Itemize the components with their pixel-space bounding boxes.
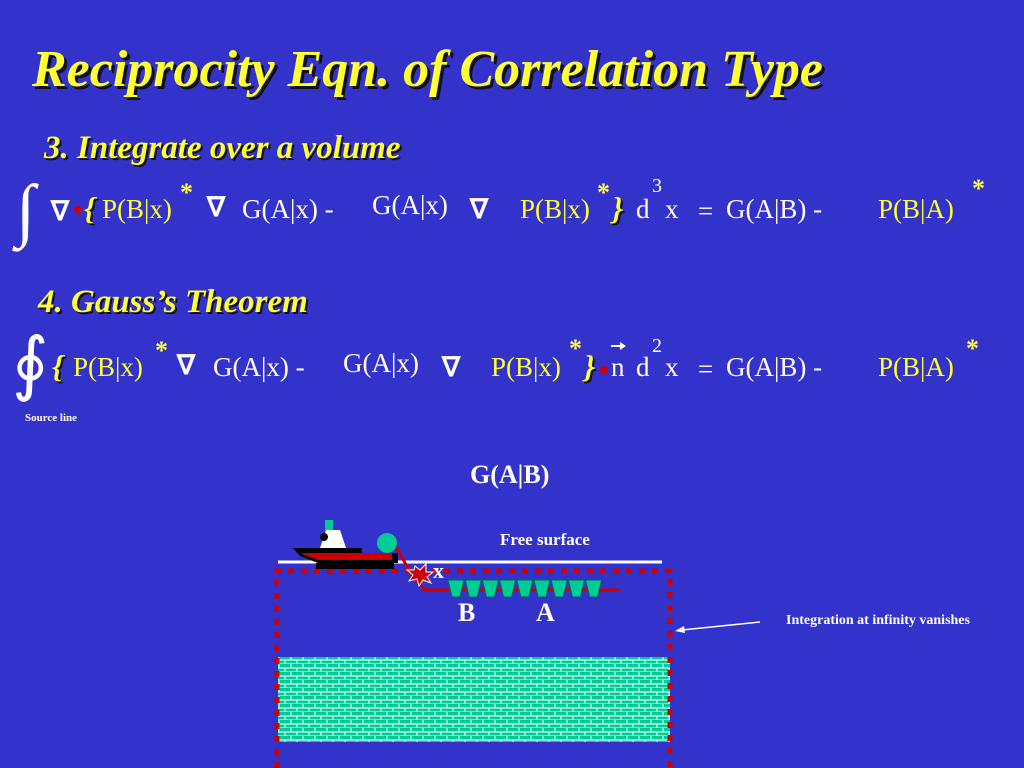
equals-sign: = (698, 196, 714, 226)
receiver-icon (550, 579, 568, 598)
dot-product-icon (74, 206, 82, 214)
close-brace: } (584, 348, 596, 384)
close-brace: } (612, 190, 624, 226)
receiver-array (447, 579, 603, 598)
vector-arrow-icon (611, 342, 626, 350)
conjugate-star: * (972, 174, 985, 203)
conjugate-star: * (569, 334, 582, 363)
conjugate-star: * (966, 334, 979, 363)
annotation-arrow (681, 621, 761, 631)
variable-x: x (665, 352, 679, 382)
term-gax: G(A|x) - (213, 352, 305, 382)
normal-n: n (611, 352, 625, 382)
term-pba: P(B|A) (878, 194, 954, 224)
integral-icon: ∫ (16, 172, 36, 249)
nabla-icon: ∇ (207, 192, 226, 222)
open-brace: { (52, 348, 64, 384)
term-pbx: P(B|x) (491, 352, 561, 382)
nabla-icon: ∇ (442, 352, 461, 382)
nabla-icon: ∇ (51, 196, 70, 226)
section-4-heading: 4. Gauss’s Theorem (38, 284, 308, 320)
differential-d: d (636, 194, 650, 224)
nabla-icon: ∇ (177, 350, 196, 380)
conjugate-star: * (180, 178, 193, 207)
receiver-icon (481, 579, 500, 598)
equals-sign: = (698, 354, 714, 384)
source-line-label: Source line (25, 412, 78, 424)
receiver-icon (584, 579, 603, 598)
subsurface-layer (278, 657, 670, 742)
diagram-title: G(A|B) (470, 460, 550, 489)
receiver-icon (567, 579, 586, 598)
term-pbx: P(B|x) (73, 352, 143, 382)
point-x-label: x (433, 558, 444, 583)
nabla-icon: ∇ (470, 194, 489, 224)
term-pba: P(B|A) (878, 352, 954, 382)
infinity-annotation: Integration at infinity vanishes (786, 613, 970, 628)
term-gax: G(A|x) (343, 348, 419, 378)
free-surface-label: Free surface (500, 530, 590, 549)
receiver-icon (516, 579, 534, 598)
differential-d: d (636, 352, 650, 382)
power: 3 (652, 175, 662, 197)
ship-icon (293, 520, 398, 569)
integration-boundary (274, 568, 673, 768)
receiver-a-label: A (536, 598, 555, 627)
term-pbx: P(B|x) (102, 194, 172, 224)
conjugate-star: * (597, 178, 610, 207)
surface-integral-icon: ∮ (12, 326, 49, 403)
arrowhead-icon (675, 626, 685, 633)
term-gax: G(A|x) - (242, 194, 334, 224)
open-brace: { (84, 190, 96, 226)
receiver-icon (533, 579, 551, 598)
term-gab: G(A|B) - (726, 352, 823, 382)
slide-title: Reciprocity Eqn. of Correlation Type (32, 41, 823, 98)
receiver-b-label: B (458, 598, 476, 627)
dot-product-icon (600, 366, 608, 374)
receiver-icon (447, 579, 465, 598)
variable-x: x (665, 194, 679, 224)
power: 2 (652, 335, 662, 357)
section-3-heading: 3. Integrate over a volume (44, 130, 401, 166)
explosion-source-icon (405, 562, 435, 588)
conjugate-star: * (155, 336, 168, 365)
receiver-icon (498, 579, 517, 598)
term-pbx: P(B|x) (520, 194, 590, 224)
term-gax: G(A|x) (372, 190, 448, 220)
receiver-icon (464, 579, 482, 598)
term-gab: G(A|B) - (726, 194, 823, 224)
